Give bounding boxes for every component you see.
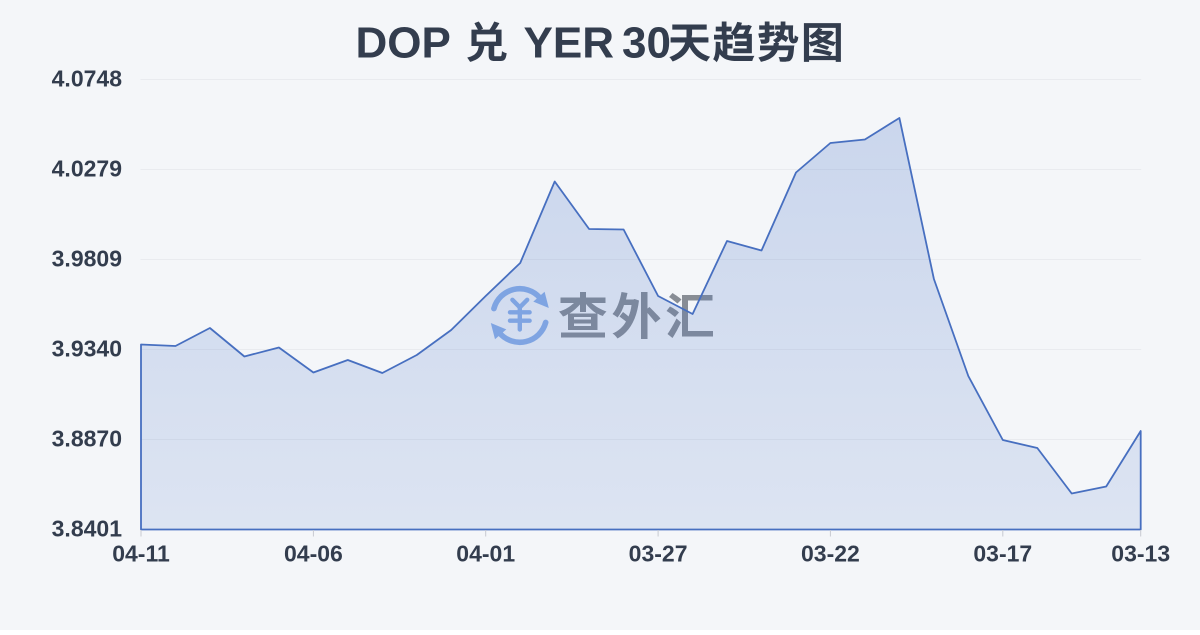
svg-text:03-27: 03-27 [629,541,688,567]
svg-text:03-17: 03-17 [973,541,1032,567]
svg-text:03-22: 03-22 [801,541,860,567]
svg-text:04-06: 04-06 [284,541,343,567]
svg-text:3.9340: 3.9340 [52,336,122,362]
svg-text:30: 30 [622,19,671,68]
svg-text:3.8870: 3.8870 [52,426,122,452]
svg-text:04-11: 04-11 [112,541,170,567]
svg-text:4.0748: 4.0748 [52,66,123,92]
svg-text:YER: YER [524,19,614,68]
svg-text:4.0279: 4.0279 [52,156,122,182]
svg-text:03-13: 03-13 [1111,541,1170,567]
svg-text:04-01: 04-01 [456,541,515,567]
svg-text:3.8401: 3.8401 [52,516,123,542]
svg-text:3.9809: 3.9809 [52,246,122,272]
svg-text:DOP: DOP [356,19,451,68]
